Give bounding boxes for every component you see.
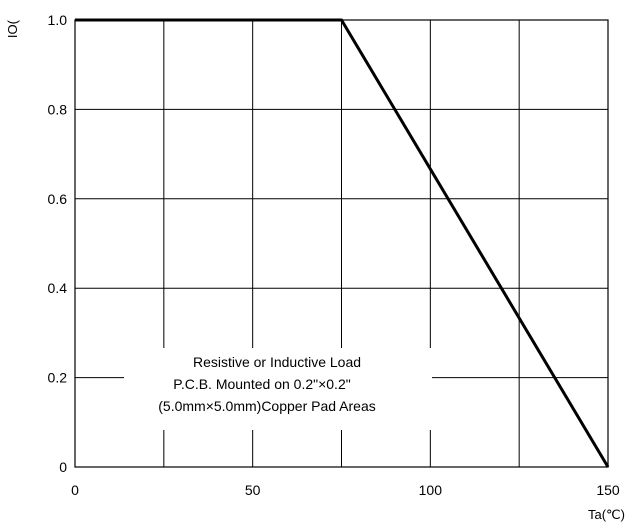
x-tick-label: 150 [596,482,620,498]
x-tick-label: 0 [71,482,79,498]
annotation-line-3: (5.0mm×5.0mm)Copper Pad Areas [158,398,375,414]
annotation-line-2: P.C.B. Mounted on 0.2"×0.2" [173,376,350,392]
series-line [75,18,610,468]
tick-labels: 0 0.2 0.4 0.6 0.8 1.0 0 50 100 150 [48,12,620,498]
y-tick-label: 0.8 [48,101,68,117]
y-axis-title: IO( [5,19,20,38]
annotation-line-1: Resistive or Inductive Load [193,354,361,370]
y-tick-label: 1.0 [48,12,68,28]
series-group [75,18,610,468]
annotation-background [124,348,432,430]
y-tick-label: 0.4 [48,280,68,296]
x-tick-label: 100 [419,482,443,498]
y-tick-label: 0.2 [48,370,68,386]
y-tick-label: 0.6 [48,191,68,207]
x-axis-title: Ta(℃) [588,507,625,522]
y-tick-label: 0 [59,459,67,475]
x-tick-label: 50 [245,482,261,498]
